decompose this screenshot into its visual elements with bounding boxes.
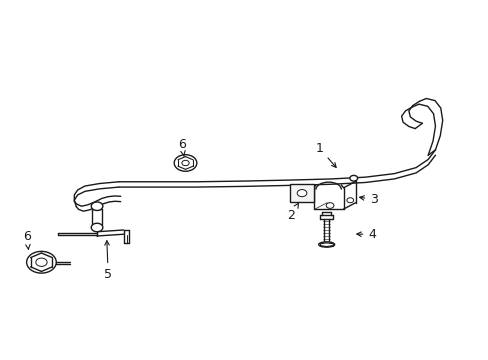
Circle shape [349, 175, 357, 181]
Text: 4: 4 [356, 228, 375, 241]
Text: 1: 1 [315, 141, 335, 167]
Circle shape [346, 198, 353, 203]
Text: 2: 2 [286, 203, 298, 222]
Circle shape [325, 203, 333, 208]
Text: 6: 6 [23, 230, 31, 249]
Text: 5: 5 [104, 241, 112, 281]
Text: 6: 6 [177, 138, 185, 157]
Circle shape [91, 202, 102, 211]
Circle shape [297, 190, 306, 197]
Bar [290, 184, 313, 202]
Circle shape [91, 223, 102, 232]
Text: 3: 3 [359, 193, 377, 206]
